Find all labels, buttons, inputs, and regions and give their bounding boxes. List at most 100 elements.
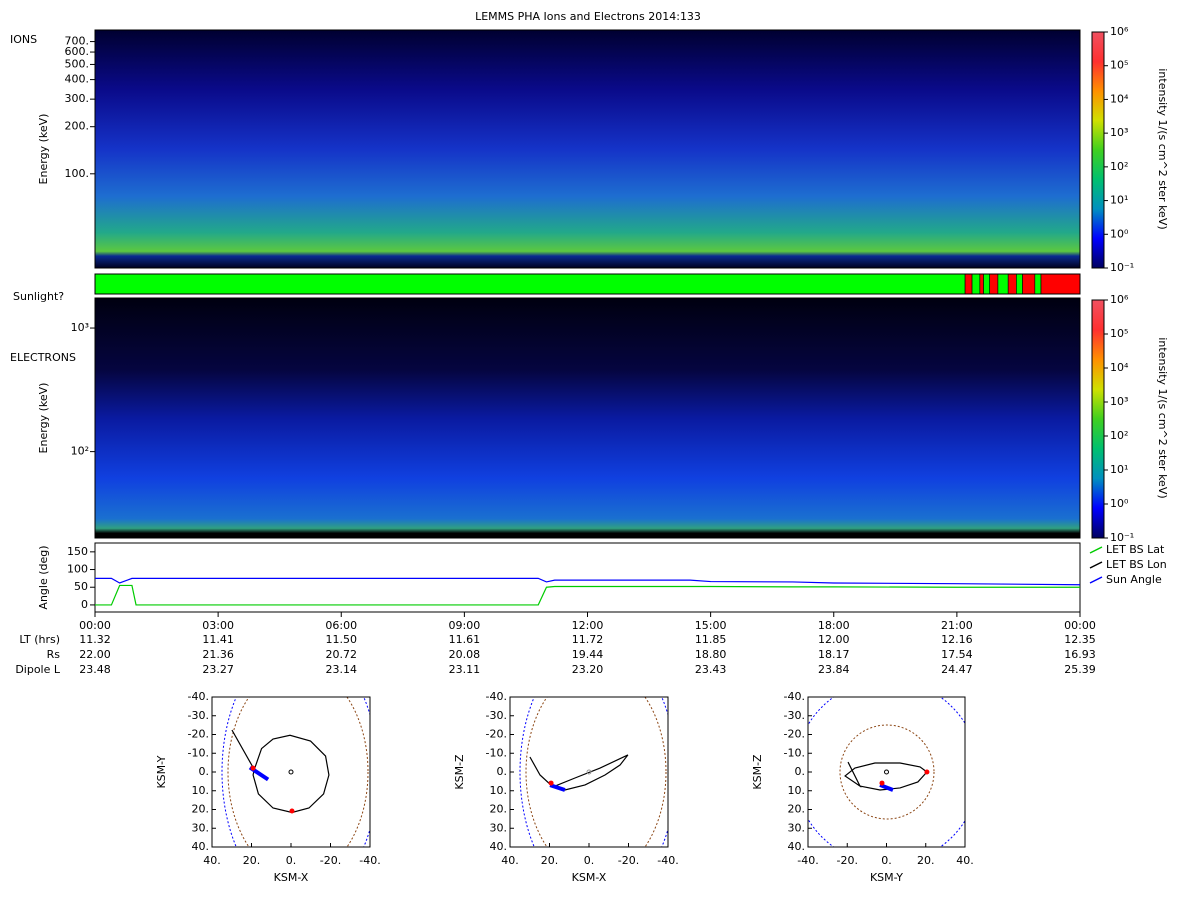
colorbar-tick-label: 10³: [1110, 126, 1128, 139]
orbit-plot: [221, 697, 370, 847]
legend-swatch: [1089, 576, 1103, 584]
spectrogram-image: [95, 30, 1080, 268]
planet: [884, 769, 889, 775]
ephemeris-value: 11.32: [79, 633, 111, 646]
y-tick-label: 30.: [490, 821, 508, 834]
y-tick-label: 400.: [65, 73, 90, 86]
day-track: [879, 783, 894, 792]
ephemeris-value: 19.44: [572, 648, 604, 661]
x-tick-label: 00:00: [79, 619, 111, 632]
colorbar-tick-label: 10⁵: [1110, 59, 1128, 72]
plot-frame: [94, 273, 1081, 295]
y-tick-label: -30.: [784, 709, 805, 722]
boundary-model: [839, 724, 935, 820]
ephemeris-value: 11.61: [449, 633, 481, 646]
y-tick-label: -10.: [784, 746, 805, 759]
y-tick-label: 40.: [490, 840, 508, 853]
ephemeris-value: 22.00: [79, 648, 111, 661]
ephemeris-value: 11.72: [572, 633, 604, 646]
ephemeris-value: 12.35: [1064, 633, 1096, 646]
y-tick-label: -10.: [486, 746, 507, 759]
plot-frame: [94, 542, 1081, 613]
x-tick-label: -20.: [618, 854, 639, 867]
panel-label: ELECTRONS: [10, 351, 76, 364]
ephemeris-value: 20.72: [326, 648, 358, 661]
y-tick-label: 50: [74, 580, 88, 593]
colorbar-tick-label: 10²: [1110, 160, 1128, 173]
sunlight-segment: [1007, 273, 1017, 295]
y-tick-label: 700.: [65, 35, 90, 48]
y-tick-label: -30.: [486, 709, 507, 722]
y-axis-label: Angle (deg): [37, 545, 50, 609]
x-tick-label: 20.: [917, 854, 935, 867]
ephemeris-value: 24.47: [941, 663, 973, 676]
x-axis-label: KSM-X: [274, 871, 309, 884]
x-tick-label: -40.: [657, 854, 678, 867]
ephemeris-value: 23.14: [326, 663, 358, 676]
x-tick-label: -20.: [320, 854, 341, 867]
sunlight-segment: [997, 273, 1009, 295]
ephemeris-value: 12.00: [818, 633, 850, 646]
y-tick-label: 600.: [65, 45, 90, 58]
y-tick-label: -20.: [486, 728, 507, 741]
y-tick-label: 200.: [65, 120, 90, 133]
x-tick-label: 12:00: [572, 619, 604, 632]
position-marker: [879, 780, 885, 786]
boundary-model: [227, 697, 369, 847]
panel-label: IONS: [10, 33, 37, 46]
y-tick-label: 20.: [192, 803, 210, 816]
y-axis-label: KSM-Y: [155, 755, 168, 788]
x-tick-label: 00:00: [1064, 619, 1096, 632]
sunlight-segment: [964, 273, 973, 295]
position-marker: [924, 769, 930, 775]
x-tick-label: 40.: [956, 854, 974, 867]
colorbar-tick-label: 10⁰: [1110, 497, 1129, 510]
y-tick-label: 0: [81, 598, 88, 611]
y-tick-label: 10.: [192, 784, 210, 797]
orbit-plot: [808, 697, 965, 847]
orbit-track: [529, 754, 629, 791]
x-tick-label: 0.: [881, 854, 892, 867]
colorbar: [1091, 31, 1105, 269]
ephemeris-label: Dipole L: [15, 663, 61, 676]
y-axis-label: KSM-Z: [751, 754, 764, 790]
planet: [586, 769, 592, 775]
colorbar-tick-label: 10⁻¹: [1110, 531, 1134, 544]
colorbar-tick-label: 10¹: [1110, 194, 1128, 207]
x-axis-label: KSM-Y: [870, 871, 903, 884]
y-axis-label: Energy (keV): [37, 114, 50, 185]
colorbar-tick-label: 10⁰: [1110, 227, 1129, 240]
sunlight-segment: [971, 273, 981, 295]
series-line: [95, 584, 1080, 606]
sunlight-segment: [1034, 273, 1042, 295]
colorbar-tick-label: 10¹: [1110, 463, 1128, 476]
ephemeris-value: 23.84: [818, 663, 850, 676]
x-tick-label: 20.: [541, 854, 559, 867]
chart-title: LEMMS PHA Ions and Electrons 2014:133: [475, 10, 701, 23]
y-tick-label: 300.: [65, 92, 90, 105]
ephemeris-label: Rs: [47, 648, 61, 661]
y-tick-label: 30.: [788, 821, 806, 834]
position-marker: [250, 765, 256, 771]
colorbar-label: intensity 1/(s cm^2 ster keV): [1156, 337, 1169, 498]
colorbar-tick-label: 10²: [1110, 429, 1128, 442]
sunlight-segment: [1022, 273, 1036, 295]
ephemeris-label: LT (hrs): [19, 633, 60, 646]
ephemeris-value: 11.41: [202, 633, 234, 646]
y-tick-label: 30.: [192, 821, 210, 834]
x-tick-label: -40.: [359, 854, 380, 867]
x-axis-label: KSM-X: [572, 871, 607, 884]
orbit-track: [844, 761, 928, 791]
x-tick-label: 40.: [203, 854, 221, 867]
y-tick-label: 0.: [199, 765, 210, 778]
panel-label: Sunlight?: [13, 290, 64, 303]
y-tick-label: 100: [67, 563, 88, 576]
ephemeris-value: 23.48: [79, 663, 111, 676]
y-tick-label: 10.: [788, 784, 806, 797]
colorbar-tick-label: 10³: [1110, 395, 1128, 408]
legend-label: LET BS Lon: [1106, 558, 1167, 571]
y-tick-label: 0.: [795, 765, 806, 778]
ephemeris-value: 18.17: [818, 648, 850, 661]
colorbar-tick-label: 10⁶: [1110, 25, 1129, 38]
ephemeris-value: 20.08: [449, 648, 481, 661]
